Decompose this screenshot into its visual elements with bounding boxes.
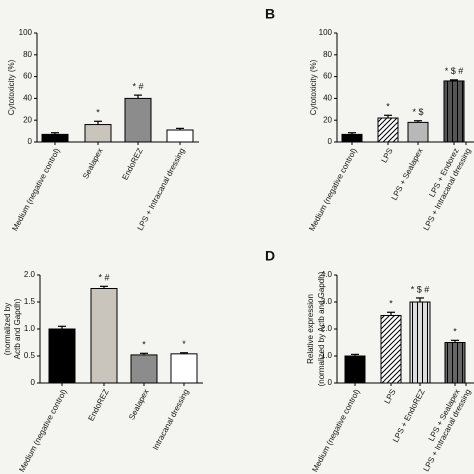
x-tick-label: Intracanal dressing <box>151 388 191 452</box>
x-tick-label: Sealapex <box>127 388 151 422</box>
annotation: * <box>142 340 146 350</box>
y-tick-label: 0 <box>328 378 333 387</box>
bar <box>41 133 69 143</box>
y-tick-label: 40 <box>23 94 32 103</box>
bar <box>377 117 399 143</box>
bar <box>444 342 466 384</box>
y-tick-label: 100 <box>19 28 33 37</box>
annotation: * <box>182 339 186 349</box>
bar <box>84 124 112 143</box>
y-tick-label: 80 <box>323 50 332 59</box>
bar <box>380 315 402 384</box>
bar <box>170 353 198 384</box>
x-tick-label: LPS <box>380 147 395 165</box>
y-tick-label: 1.5 <box>24 297 36 306</box>
y-axis-label: Cytotoxicity (%) <box>309 59 318 115</box>
x-tick-label: EndoREZ <box>120 147 144 182</box>
annotation: * <box>389 299 393 309</box>
annotation: * # <box>98 273 109 283</box>
x-tick-label: EndoREZ <box>86 388 110 423</box>
x-tick-label: Medium (negative control) <box>307 146 359 232</box>
y-axis-label: Cytotoxicity (%) <box>7 59 16 115</box>
y-tick-label: 20 <box>323 115 332 124</box>
bar <box>166 129 194 143</box>
x-tick-label: Medium (negative control) <box>17 387 69 473</box>
y-tick-label: 20 <box>23 115 32 124</box>
annotation: * $ # <box>445 66 464 76</box>
y-tick-label: 2.0 <box>321 324 333 333</box>
x-tick-label: LPS <box>383 388 398 406</box>
bar <box>90 288 118 384</box>
bar <box>443 80 465 143</box>
y-axis-label: Relative expression <box>306 294 315 364</box>
y-tick-label: 4.0 <box>321 270 333 279</box>
x-tick-label: LPS + EndoREZ <box>391 388 427 444</box>
y-tick-label: 3.0 <box>321 297 333 306</box>
annotation: * # <box>132 82 143 92</box>
x-tick-label: Sealapex <box>81 147 105 181</box>
y-tick-label: 1.0 <box>321 351 333 360</box>
y-tick-label: 80 <box>23 50 32 59</box>
y-axis-label: (normalized by <box>3 303 12 355</box>
y-tick-label: 40 <box>323 94 332 103</box>
y-axis-label: Actb and Gapdh) <box>13 298 22 359</box>
bar <box>344 355 366 384</box>
x-tick-label: Medium (negative control) <box>310 387 362 473</box>
bar <box>130 354 158 384</box>
annotation: * $ <box>412 107 423 117</box>
annotation: * $ # <box>411 284 430 294</box>
bar <box>48 328 76 384</box>
y-tick-label: 0 <box>31 378 36 387</box>
y-tick-label: 1.0 <box>24 324 36 333</box>
panel-letter: D <box>265 248 275 264</box>
y-tick-label: 100 <box>319 28 333 37</box>
x-tick-label: Medium (negative control) <box>10 146 62 232</box>
x-tick-label: LPS + Sealapex <box>390 147 425 202</box>
y-tick-label: 0.5 <box>24 351 36 360</box>
bar <box>409 301 431 384</box>
panel-letter: B <box>265 6 275 22</box>
y-tick-label: 0 <box>28 137 33 146</box>
y-tick-label: 2.0 <box>24 270 36 279</box>
x-tick-label: LPS + Intracanal dressing <box>136 147 187 232</box>
annotation: * <box>453 327 457 337</box>
annotation: * <box>386 102 390 112</box>
y-tick-label: 0 <box>328 137 333 146</box>
annotation: * <box>96 108 100 118</box>
bar <box>124 97 152 143</box>
y-tick-label: 60 <box>23 72 32 81</box>
bar <box>407 121 429 143</box>
y-axis-label: (normalized by Actb and Gapdh) <box>317 271 326 386</box>
bar <box>341 133 363 143</box>
y-tick-label: 60 <box>323 72 332 81</box>
